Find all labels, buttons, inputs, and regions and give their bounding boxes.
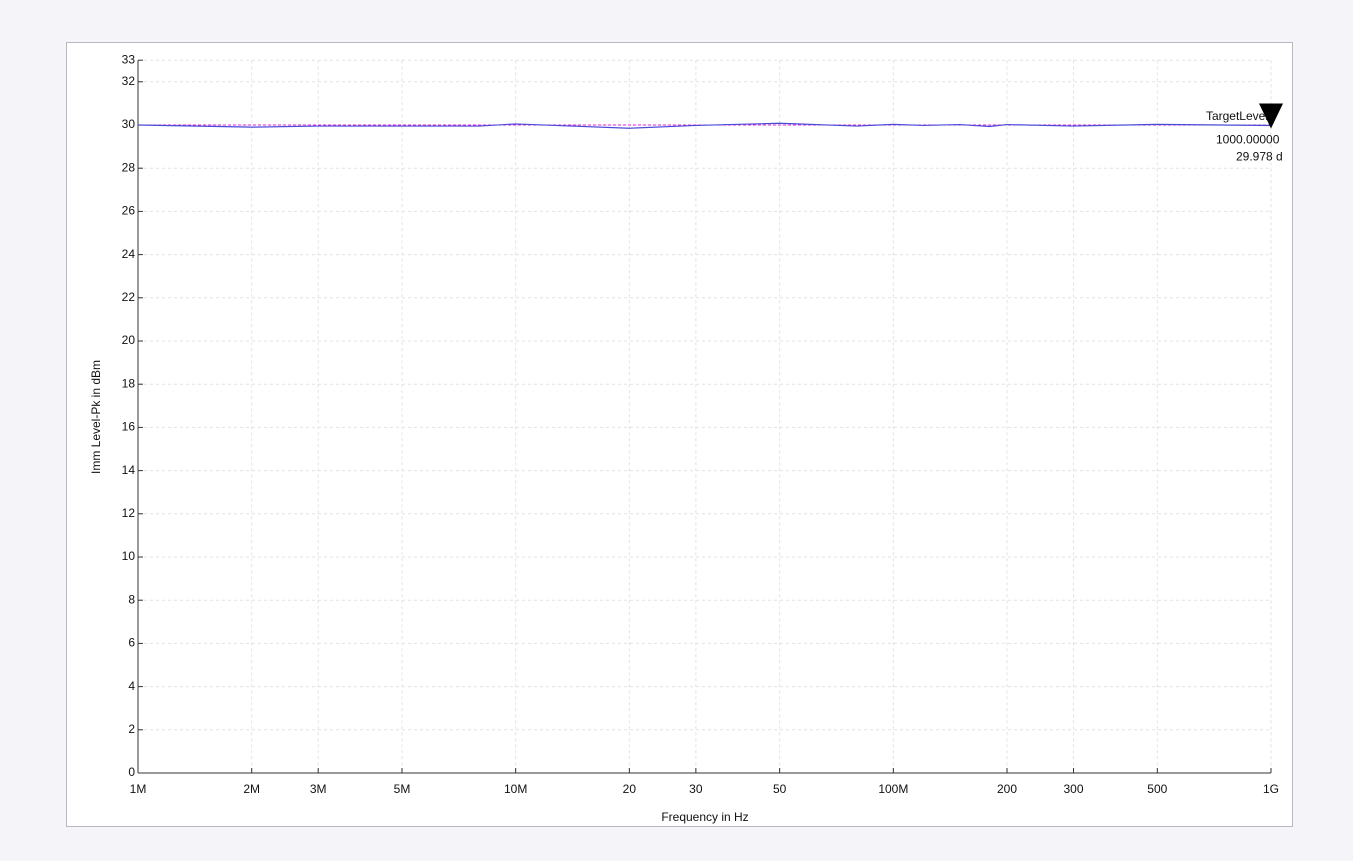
x-tick-label: 5M — [394, 782, 411, 796]
y-axis-title: Imm Level-Pk in dBm — [89, 360, 103, 474]
y-tick-label: 16 — [122, 420, 136, 434]
marker-y-label: 29.978 d — [1236, 150, 1283, 164]
y-tick-label: 0 — [128, 765, 135, 779]
y-tick-label: 12 — [122, 506, 136, 520]
x-tick-label: 30 — [689, 782, 703, 796]
y-tick-label: 6 — [128, 636, 135, 650]
y-tick-label: 10 — [122, 549, 136, 563]
marker — [1259, 103, 1283, 129]
x-tick-label: 300 — [1064, 782, 1084, 796]
y-tick-label: 2 — [128, 722, 135, 736]
y-tick-label: 22 — [122, 290, 136, 304]
x-tick-label: 100M — [878, 782, 908, 796]
y-tick-label: 24 — [122, 247, 136, 261]
x-tick-label: 50 — [773, 782, 787, 796]
x-tick-label: 200 — [997, 782, 1017, 796]
x-tick-label: 3M — [310, 782, 327, 796]
x-tick-label: 500 — [1147, 782, 1167, 796]
marker-x-label: 1000.00000 — [1216, 133, 1280, 147]
y-tick-label: 14 — [122, 463, 136, 477]
y-tick-label: 33 — [122, 52, 136, 66]
x-tick-label: 1M — [130, 782, 147, 796]
y-tick-label: 32 — [122, 74, 136, 88]
y-tick-label: 8 — [128, 592, 135, 606]
series-line — [137, 122, 1272, 129]
y-tick-label: 28 — [122, 160, 136, 174]
y-tick-label: 20 — [122, 333, 136, 347]
target-level-label: TargetLevel — [1206, 109, 1268, 123]
y-tick-label: 4 — [128, 679, 135, 693]
y-tick-label: 26 — [122, 204, 136, 218]
x-tick-label: 1G — [1263, 782, 1279, 796]
x-tick-label: 2M — [243, 782, 260, 796]
y-tick-label: 18 — [122, 376, 136, 390]
y-tick-label: 30 — [122, 117, 136, 131]
x-axis-title: Frequency in Hz — [661, 810, 748, 824]
x-tick-label: 20 — [623, 782, 637, 796]
x-tick-label: 10M — [504, 782, 527, 796]
chart-panel — [66, 42, 1293, 827]
